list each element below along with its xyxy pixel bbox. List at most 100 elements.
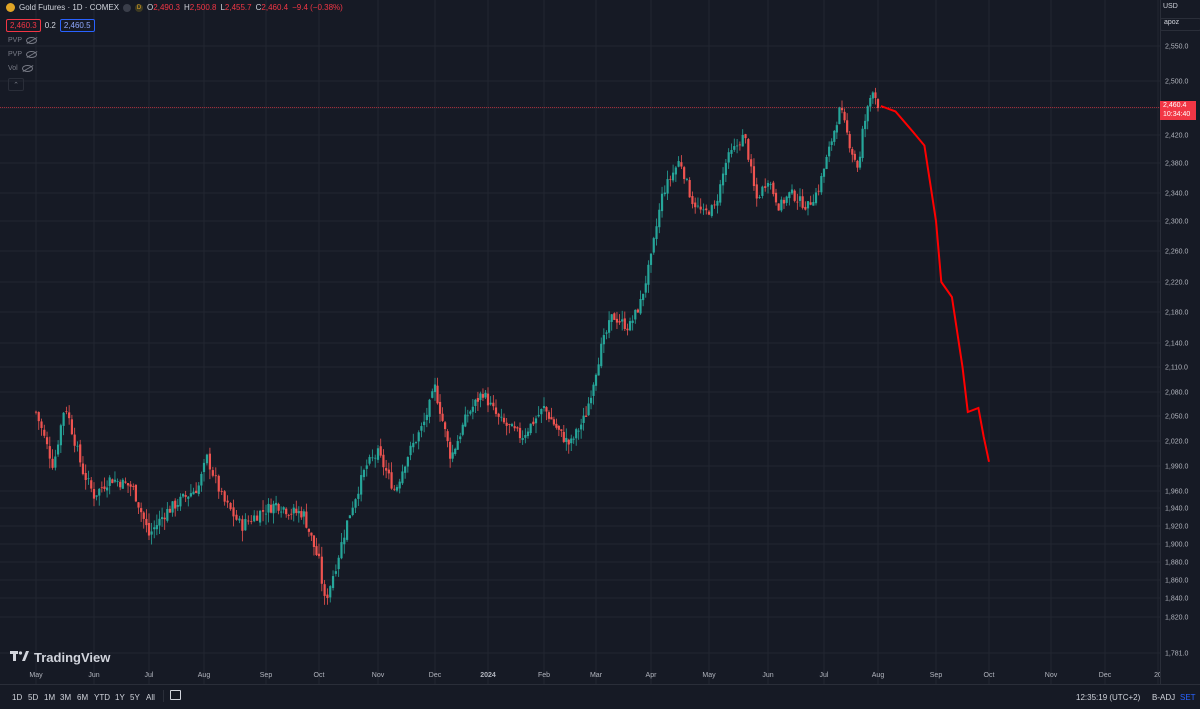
candle-body bbox=[636, 309, 640, 313]
candle-body bbox=[796, 201, 799, 203]
tradingview-logo[interactable]: TradingView bbox=[10, 650, 110, 665]
candle-body bbox=[229, 502, 232, 510]
candle-body bbox=[663, 192, 666, 195]
candle-body bbox=[505, 422, 508, 426]
candle-body bbox=[861, 128, 864, 159]
candle-body bbox=[469, 411, 472, 414]
range-6m[interactable]: 6M bbox=[77, 693, 89, 702]
candle-body bbox=[423, 421, 426, 426]
range-5d[interactable]: 5D bbox=[28, 693, 39, 702]
candle-body bbox=[526, 431, 530, 437]
price-chart[interactable]: May Jun Jul Aug Sep Oct Nov Dec 2024 Feb Mar Apr May… bbox=[0, 0, 1160, 684]
indicator-pvp-1[interactable]: PVP bbox=[8, 37, 38, 44]
range-all[interactable]: All bbox=[146, 693, 155, 702]
sell-price-button[interactable]: 2,460.3 bbox=[6, 19, 41, 32]
candle-body bbox=[752, 166, 756, 187]
candle-body bbox=[696, 205, 700, 207]
timezone-clock[interactable]: 12:35:19 (UTC+2) bbox=[1076, 693, 1141, 702]
candle-body bbox=[454, 448, 457, 454]
candle-body bbox=[822, 168, 826, 177]
range-ytd[interactable]: YTD bbox=[94, 693, 110, 702]
candle-body bbox=[362, 469, 366, 478]
candle-body bbox=[142, 512, 145, 519]
candle-body bbox=[119, 481, 122, 488]
buy-price-button[interactable]: 2,460.5 bbox=[59, 19, 95, 32]
candle-body bbox=[479, 393, 482, 401]
spread-value: 0.2 bbox=[44, 21, 56, 30]
candle-body bbox=[733, 146, 736, 150]
candle-body bbox=[846, 120, 849, 133]
x-tick-label: Nov bbox=[372, 672, 385, 679]
candle-body bbox=[639, 298, 642, 314]
candle-body bbox=[184, 495, 187, 497]
candle-body bbox=[466, 415, 469, 417]
candle-body bbox=[851, 149, 854, 155]
candle-body bbox=[557, 425, 560, 430]
candle-body bbox=[626, 328, 629, 331]
candle-body bbox=[337, 557, 340, 570]
collapse-indicators-button[interactable]: ⌃ bbox=[8, 78, 24, 91]
eye-hidden-icon[interactable] bbox=[26, 51, 38, 58]
ohlc-low: L2,455.7 bbox=[220, 3, 252, 12]
candle-body bbox=[502, 417, 506, 423]
range-5y[interactable]: 5Y bbox=[130, 693, 140, 702]
candle-body bbox=[153, 527, 156, 530]
candle-body bbox=[292, 507, 295, 514]
candle-body bbox=[140, 508, 143, 513]
candle-body bbox=[683, 167, 686, 180]
tradingview-logo-icon bbox=[10, 650, 30, 665]
candle-body bbox=[56, 444, 60, 455]
candle-body bbox=[618, 321, 621, 323]
eye-hidden-icon[interactable] bbox=[26, 37, 38, 44]
session-toggle[interactable]: SET bbox=[1180, 693, 1196, 702]
candle-body bbox=[287, 514, 290, 516]
candle-body bbox=[848, 134, 851, 149]
range-1m[interactable]: 1M bbox=[44, 693, 56, 702]
candle-body bbox=[518, 427, 522, 439]
candle-body bbox=[401, 471, 404, 484]
date-range-calendar-icon[interactable] bbox=[170, 690, 181, 700]
candle-body bbox=[649, 253, 653, 265]
candle-body bbox=[205, 454, 209, 464]
indicator-vol[interactable]: Vol bbox=[8, 65, 33, 72]
candle-body bbox=[772, 182, 775, 195]
range-1y[interactable]: 1Y bbox=[115, 693, 125, 702]
x-tick-label: Sep bbox=[260, 672, 273, 679]
candle-body bbox=[550, 417, 553, 420]
unit-button[interactable]: apoz bbox=[1160, 18, 1200, 31]
candle-body bbox=[766, 183, 770, 187]
candle-body bbox=[258, 510, 262, 523]
eye-hidden-icon[interactable] bbox=[21, 65, 33, 72]
indicator-pvp-2[interactable]: PVP bbox=[8, 51, 38, 58]
candle-body bbox=[334, 571, 337, 574]
adjustment-toggle[interactable]: B-ADJ bbox=[1152, 693, 1176, 702]
candle-body bbox=[134, 484, 138, 502]
symbol-title[interactable]: Gold Futures · 1D · COMEX bbox=[19, 3, 120, 12]
candle-body bbox=[489, 402, 492, 405]
candle-body bbox=[710, 205, 713, 216]
x-tick-label: May bbox=[702, 672, 716, 679]
candle-body bbox=[529, 423, 532, 434]
candle-body bbox=[189, 493, 193, 497]
candle-body bbox=[300, 511, 303, 518]
candle-body bbox=[769, 184, 772, 185]
candle-body bbox=[451, 452, 454, 459]
candle-body bbox=[280, 511, 283, 513]
y-tick-label: 1,900.0 bbox=[1165, 542, 1188, 549]
candle-body bbox=[417, 432, 420, 442]
y-tick-label: 1,990.0 bbox=[1165, 464, 1188, 471]
candle-body bbox=[532, 421, 535, 425]
candle-body bbox=[780, 199, 783, 211]
range-1d[interactable]: 1D bbox=[12, 693, 23, 702]
candle-body bbox=[809, 202, 812, 205]
candle-body bbox=[840, 108, 844, 111]
currency-button[interactable]: USD bbox=[1163, 3, 1178, 10]
candle-body bbox=[79, 444, 82, 463]
x-tick-label: Mar bbox=[590, 672, 603, 679]
candle-body bbox=[481, 394, 485, 398]
candle-body bbox=[510, 424, 514, 427]
candle-body bbox=[438, 401, 442, 414]
candle-body bbox=[474, 399, 477, 406]
range-3m[interactable]: 3M bbox=[60, 693, 72, 702]
candle-body bbox=[835, 125, 838, 133]
